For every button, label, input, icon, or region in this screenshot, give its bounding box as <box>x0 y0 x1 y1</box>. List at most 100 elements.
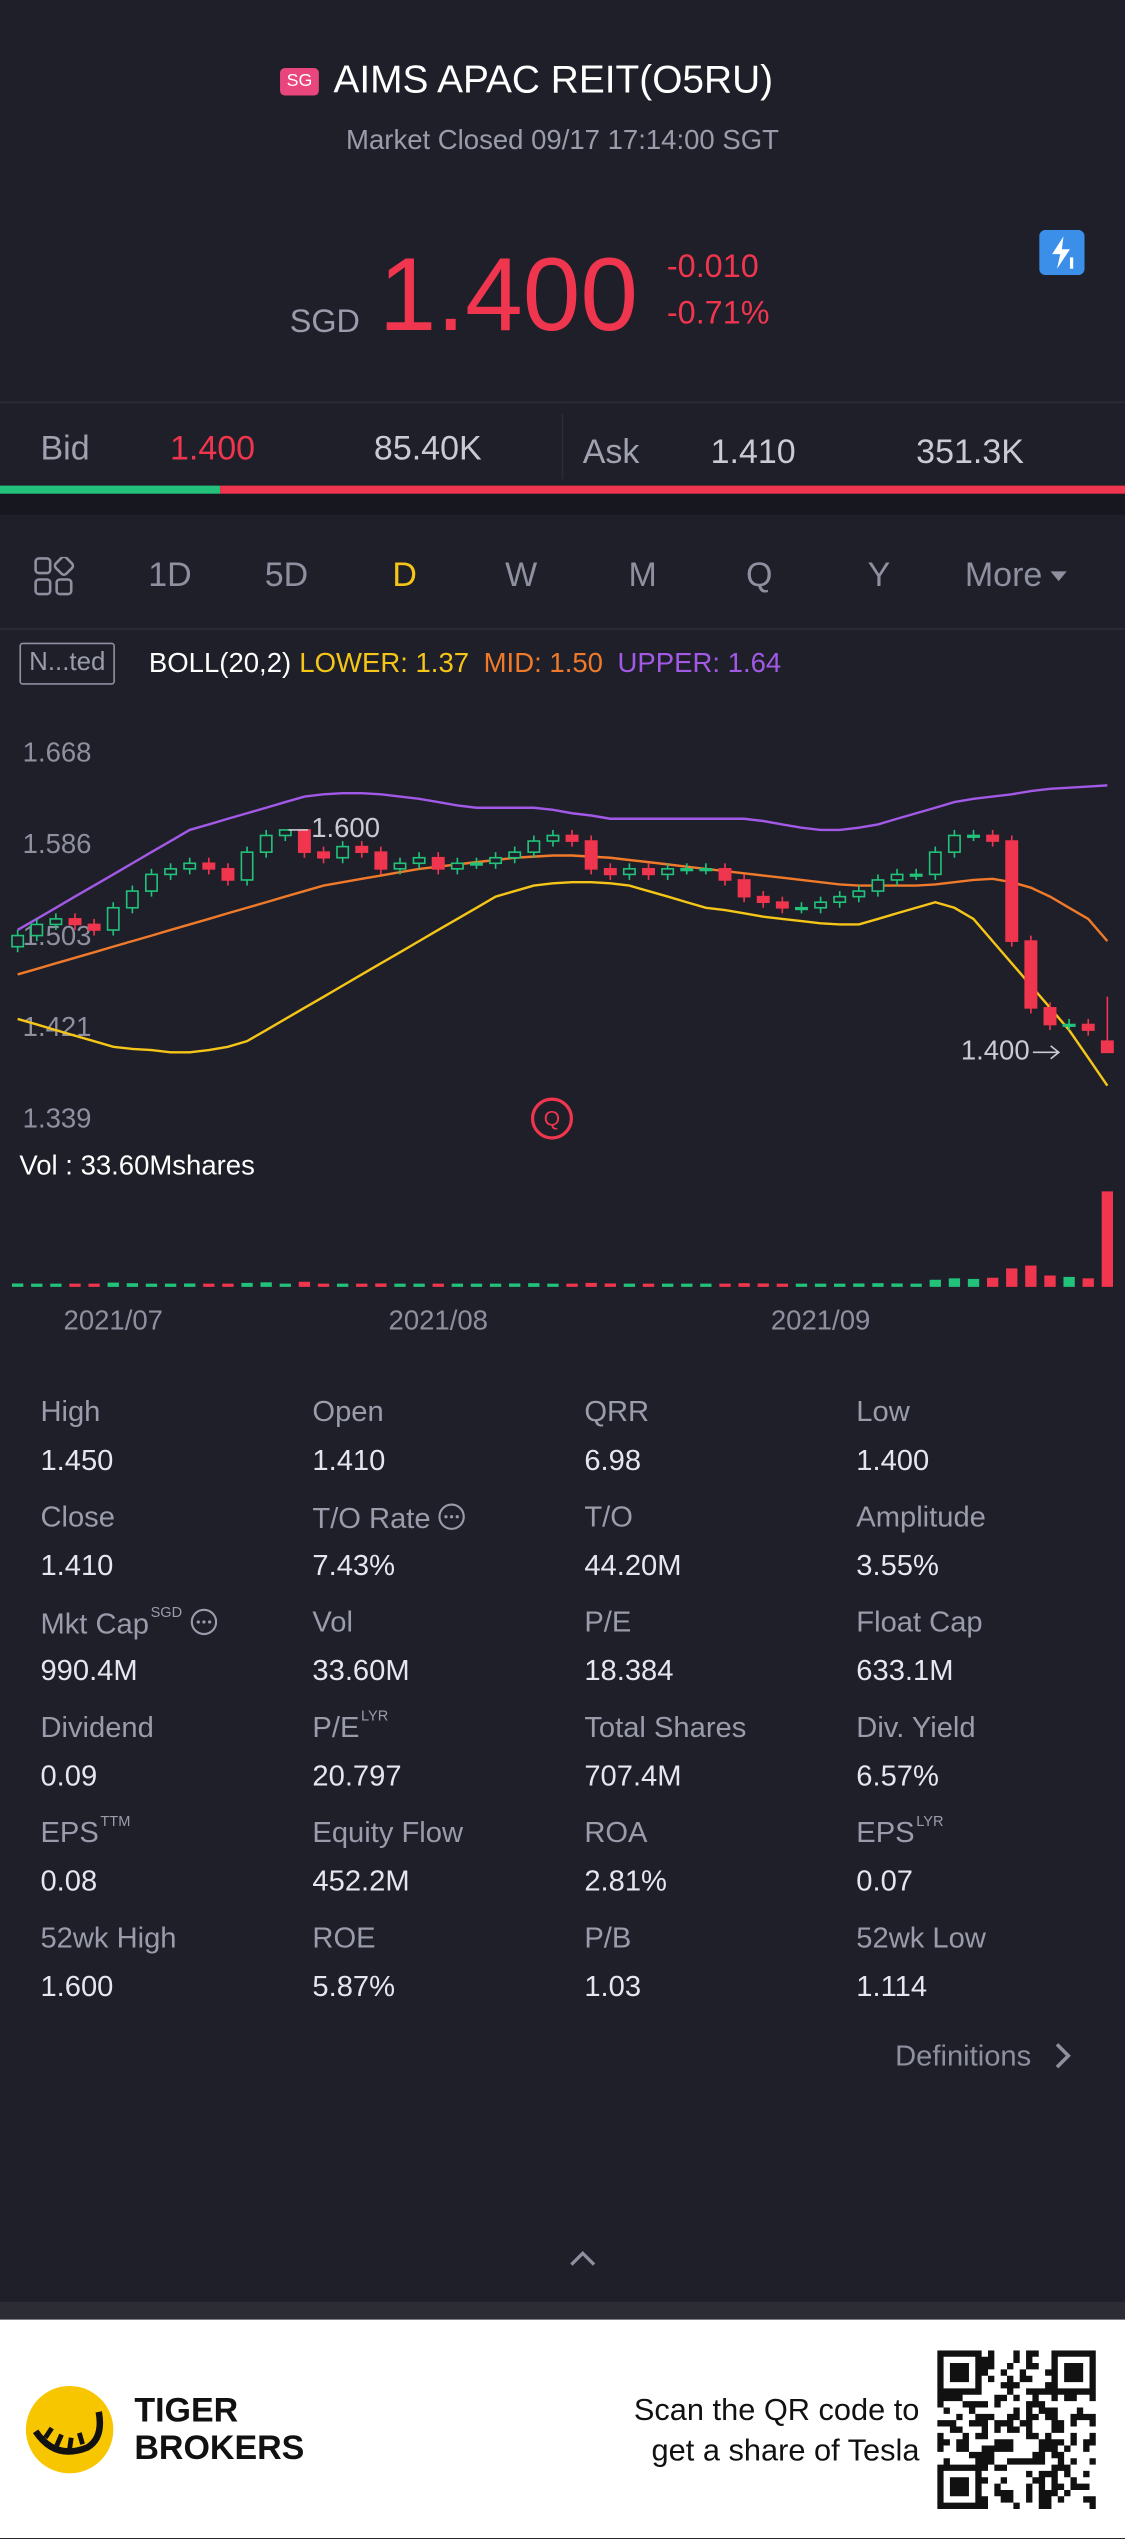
info-icon[interactable] <box>189 1607 218 1636</box>
period-tab[interactable]: 5D <box>264 556 309 595</box>
flash-icon[interactable] <box>1039 229 1085 276</box>
period-tab[interactable]: W <box>505 556 538 595</box>
chevron-path <box>1055 2043 1071 2069</box>
candle-body <box>1005 840 1019 942</box>
candle-body <box>527 840 541 853</box>
stat-label: P/B <box>584 1921 632 1954</box>
indicator-tag[interactable]: N...ted <box>19 642 116 685</box>
volume-bar <box>738 1283 750 1287</box>
market-badge: SG <box>280 67 319 96</box>
price-change-pct: -0.71% <box>666 296 770 332</box>
layout-icon[interactable] <box>34 556 75 597</box>
stat-superscript: SGD <box>150 1604 183 1621</box>
period-tab[interactable]: M <box>628 556 657 595</box>
volume-bar <box>50 1283 62 1287</box>
info-icon-ring <box>190 1608 217 1636</box>
stat-label: Dividend <box>40 1710 154 1744</box>
info-icon[interactable] <box>437 1502 466 1531</box>
y-tick-label: 1.339 <box>23 1102 92 1133</box>
candle-body <box>259 834 273 853</box>
definitions-link[interactable]: Definitions <box>895 2041 1031 2070</box>
divider <box>0 628 1125 630</box>
volume-bar <box>585 1282 597 1287</box>
stat-value: 1.410 <box>40 1549 114 1582</box>
stat-label: 52wk High <box>40 1921 177 1954</box>
stat-value: 44.20M <box>584 1549 682 1582</box>
volume-bar <box>757 1283 769 1287</box>
volume-bar <box>1082 1278 1094 1287</box>
qr-code <box>937 2350 1096 2509</box>
boll-line <box>17 880 1109 1087</box>
period-tab[interactable]: Y <box>867 556 891 595</box>
stat-label: P/E <box>584 1605 632 1639</box>
market-status: Market Closed 09/17 17:14:00 SGT <box>346 124 779 156</box>
volume-bar <box>88 1283 100 1287</box>
volume-bar <box>910 1283 922 1287</box>
stat-label: EPS <box>856 1816 915 1849</box>
volume-bar <box>317 1283 330 1287</box>
bid-ask-bar <box>0 485 1125 494</box>
candle-body <box>183 862 197 870</box>
volume-bar <box>814 1283 827 1287</box>
candle-body <box>374 851 388 870</box>
volume-bar <box>375 1283 387 1287</box>
stat-item: Equity Flow 452.2M <box>312 1818 463 1896</box>
stat-label: T/O <box>584 1500 633 1533</box>
period-tab[interactable]: 1D <box>148 556 192 595</box>
volume-bar <box>413 1283 425 1287</box>
stat-item: Open 1.410 <box>312 1397 385 1475</box>
period-tab[interactable]: Q <box>745 556 773 595</box>
info-icon-ring <box>438 1503 465 1530</box>
stat-item: Div. Yield 6.57% <box>856 1713 975 1791</box>
bid-size: 85.40K <box>373 430 482 468</box>
stat-item: QRR 6.98 <box>584 1395 650 1475</box>
volume-bar <box>623 1283 636 1287</box>
annotation-arrow <box>1032 1045 1061 1060</box>
stat-item: Close 1.410 <box>40 1502 115 1580</box>
candle-body <box>890 873 904 881</box>
info-icon-dot <box>455 1515 459 1519</box>
definitions-text: Definitions <box>895 2039 1032 2072</box>
stat-value: 20.797 <box>312 1759 402 1792</box>
candle-body <box>775 901 789 909</box>
volume-bar <box>394 1283 406 1287</box>
stat-value: 633.1M <box>856 1654 954 1687</box>
volume-bar <box>1063 1276 1075 1287</box>
period-tab[interactable]: D <box>392 556 417 595</box>
y-tick-label: 1.668 <box>23 737 92 768</box>
volume-bar <box>891 1283 903 1287</box>
collapse-button[interactable] <box>568 2248 597 2267</box>
candle-body <box>431 856 445 870</box>
candle-body <box>11 934 25 948</box>
volume-bar <box>279 1283 291 1287</box>
stat-value: 6.57% <box>856 1759 939 1792</box>
stat-label: P/E <box>312 1710 360 1744</box>
legend-name: UPPER: <box>617 647 720 679</box>
legend-value: 1.37 <box>415 647 470 679</box>
candle-body <box>642 868 656 876</box>
volume-bar <box>872 1283 884 1287</box>
volume-label: Vol : 33.60Mshares <box>19 1149 254 1180</box>
volume-bar <box>547 1283 559 1287</box>
brand-name: BROKERS <box>134 2429 305 2467</box>
stat-label: QRR <box>584 1395 650 1428</box>
candle-body <box>87 923 101 931</box>
candle-body <box>508 851 522 859</box>
stat-item: Float Cap 633.1M <box>856 1607 982 1685</box>
volume-bar <box>509 1283 521 1287</box>
stat-item: P/B 1.03 <box>584 1921 641 2001</box>
period-tab[interactable]: More <box>964 556 1043 595</box>
volume-bar <box>719 1283 731 1287</box>
stat-value: 3.55% <box>856 1549 939 1582</box>
candle-body <box>164 868 178 876</box>
bid-price: 1.400 <box>169 430 256 468</box>
stat-value: 6.98 <box>584 1443 642 1477</box>
bid-label: Bid <box>40 430 90 468</box>
brand-logo <box>25 2385 114 2474</box>
volume-bar <box>834 1283 846 1287</box>
indicator-label: BOLL(20,2) <box>148 647 292 679</box>
volume-bar <box>69 1283 81 1287</box>
volume-bar <box>566 1283 578 1287</box>
stat-value: 707.4M <box>584 1759 682 1792</box>
